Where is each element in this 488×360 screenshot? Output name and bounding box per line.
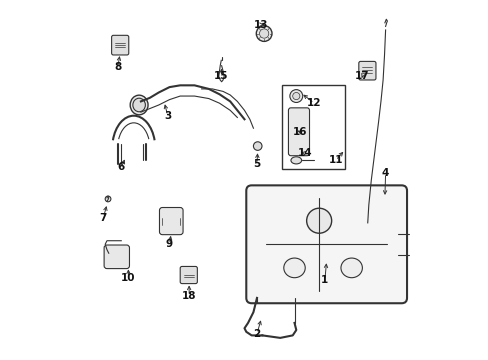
Circle shape: [289, 90, 302, 103]
Ellipse shape: [340, 258, 362, 278]
Text: 1: 1: [321, 275, 328, 285]
FancyBboxPatch shape: [358, 62, 375, 80]
Text: 12: 12: [306, 98, 321, 108]
Ellipse shape: [130, 95, 148, 115]
Text: 18: 18: [182, 291, 196, 301]
Text: 11: 11: [327, 156, 342, 165]
FancyBboxPatch shape: [104, 245, 129, 269]
Text: 17: 17: [354, 71, 369, 81]
FancyBboxPatch shape: [111, 35, 128, 55]
Ellipse shape: [133, 98, 145, 112]
Circle shape: [105, 196, 111, 202]
FancyBboxPatch shape: [180, 266, 197, 284]
Bar: [282, 85, 344, 169]
FancyBboxPatch shape: [246, 185, 406, 303]
Text: 15: 15: [214, 71, 228, 81]
Text: 9: 9: [165, 239, 173, 249]
Circle shape: [253, 142, 262, 150]
Ellipse shape: [283, 258, 305, 278]
Circle shape: [259, 29, 268, 38]
Text: 14: 14: [297, 148, 312, 158]
FancyBboxPatch shape: [159, 207, 183, 235]
Text: 10: 10: [121, 273, 135, 283]
FancyBboxPatch shape: [288, 108, 309, 156]
Text: 5: 5: [253, 159, 260, 169]
Text: 13: 13: [253, 19, 267, 30]
Text: 7: 7: [100, 212, 107, 222]
Circle shape: [292, 93, 299, 100]
Text: 3: 3: [164, 111, 171, 121]
Ellipse shape: [290, 157, 301, 164]
Circle shape: [306, 208, 331, 233]
Text: 4: 4: [381, 168, 388, 178]
Circle shape: [256, 26, 271, 41]
Text: 16: 16: [292, 127, 306, 137]
Text: 6: 6: [118, 162, 124, 172]
Text: 2: 2: [253, 329, 260, 339]
Text: 8: 8: [114, 63, 121, 72]
